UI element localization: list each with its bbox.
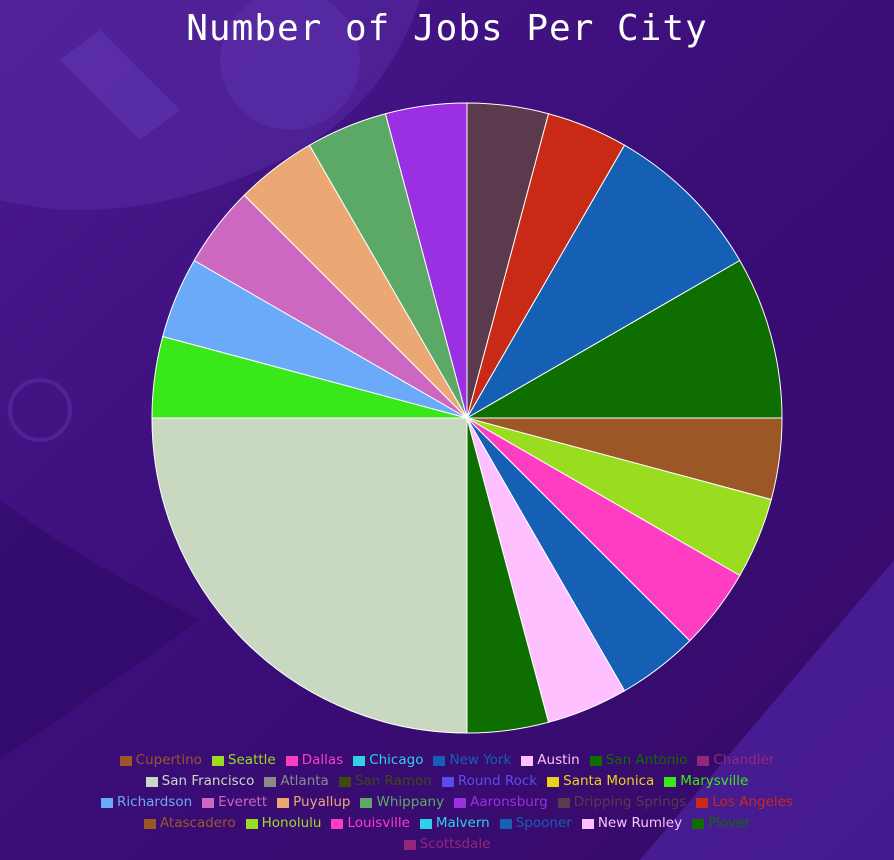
legend-label: Seattle [227, 752, 276, 768]
legend-item-los-angeles[interactable]: Los Angeles [696, 794, 793, 811]
legend-item-whippany[interactable]: Whippany [360, 794, 444, 811]
legend-item-louisville[interactable]: Louisville [331, 815, 410, 832]
legend-item-dripping-springs[interactable]: Dripping Springs [557, 794, 687, 811]
legend-swatch [521, 755, 534, 766]
legend-item-seattle[interactable]: Seattle [211, 752, 276, 769]
legend-label: Louisville [347, 815, 410, 831]
legend-label: Whippany [376, 794, 445, 810]
legend-label: Aaronsburg [470, 794, 548, 810]
legend-label: Dripping Springs [573, 794, 687, 810]
legend-swatch [211, 755, 224, 766]
legend-swatch [441, 776, 454, 787]
legend-label: Chandler [713, 752, 775, 768]
legend-item-austin[interactable]: Austin [521, 752, 580, 769]
legend-swatch [360, 797, 373, 808]
legend-item-richardson[interactable]: Richardson [101, 794, 192, 811]
legend-swatch [338, 776, 351, 787]
legend-label: Scottsdale [419, 836, 491, 852]
legend-swatch [589, 755, 602, 766]
legend-swatch [245, 818, 258, 829]
legend-swatch [419, 818, 432, 829]
legend-item-new-rumley[interactable]: New Rumley [581, 815, 683, 832]
legend-item-dallas[interactable]: Dallas [285, 752, 344, 769]
legend-swatch [143, 818, 156, 829]
legend-item-santa-monica[interactable]: Santa Monica [547, 773, 654, 790]
legend-swatch [433, 755, 446, 766]
legend-label: San Antonio [605, 752, 688, 768]
legend-label: Round Rock [457, 773, 538, 789]
legend-item-plover[interactable]: Plover [692, 815, 750, 832]
legend-label: Richardson [117, 794, 193, 810]
legend-swatch [581, 818, 594, 829]
pie-slice-plover[interactable] [465, 259, 783, 419]
legend-swatch [285, 755, 298, 766]
legend-item-atlanta[interactable]: Atlanta [264, 773, 329, 790]
legend-item-san-francisco[interactable]: San Francisco [145, 773, 255, 790]
legend-item-chandler[interactable]: Chandler [697, 752, 774, 769]
legend-label: Puyallup [293, 794, 351, 810]
legend-swatch [202, 797, 215, 808]
legend-label: Atlanta [280, 773, 329, 789]
legend-label: Dallas [301, 752, 344, 768]
legend-label: Santa Monica [563, 773, 655, 789]
legend-item-scottsdale[interactable]: Scottsdale [403, 836, 491, 853]
pie-slice-spooner[interactable] [465, 144, 741, 420]
legend-swatch [119, 755, 132, 766]
chart-legend: Cupertino Seattle Dallas Chicago New York Aus… [100, 752, 794, 853]
legend-label: Austin [537, 752, 580, 768]
legend-swatch [403, 839, 416, 850]
legend-swatch [692, 818, 705, 829]
legend-label: Los Angeles [712, 794, 793, 810]
legend-label: Honolulu [261, 815, 322, 831]
legend-swatch [696, 797, 709, 808]
legend-swatch [331, 818, 344, 829]
legend-label: San Francisco [161, 773, 255, 789]
legend-label: New Rumley [597, 815, 683, 831]
pie-slices [151, 102, 783, 734]
legend-item-spooner[interactable]: Spooner [499, 815, 572, 832]
legend-label: Marysville [680, 773, 749, 789]
legend-label: Cupertino [135, 752, 202, 768]
legend-item-round-rock[interactable]: Round Rock [441, 773, 538, 790]
legend-label: Malvern [435, 815, 490, 831]
legend-item-atascadero[interactable]: Atascadero [143, 815, 236, 832]
legend-swatch [557, 797, 570, 808]
legend-item-aaronsburg[interactable]: Aaronsburg [454, 794, 548, 811]
legend-swatch [101, 797, 114, 808]
legend-item-puyallup[interactable]: Puyallup [277, 794, 350, 811]
legend-swatch [547, 776, 560, 787]
legend-swatch [664, 776, 677, 787]
legend-item-new-york[interactable]: New York [433, 752, 511, 769]
legend-swatch [454, 797, 467, 808]
legend-item-san-antonio[interactable]: San Antonio [589, 752, 688, 769]
legend-item-cupertino[interactable]: Cupertino [119, 752, 202, 769]
legend-item-everett[interactable]: Everett [202, 794, 267, 811]
chart-title: Number of Jobs Per City [186, 8, 708, 49]
legend-label: New York [449, 752, 512, 768]
legend-swatch [353, 755, 366, 766]
legend-label: San Ramon [354, 773, 432, 789]
legend-swatch [697, 755, 710, 766]
legend-item-malvern[interactable]: Malvern [419, 815, 490, 832]
legend-label: Atascadero [159, 815, 236, 831]
legend-label: Chicago [369, 752, 424, 768]
legend-item-marysville[interactable]: Marysville [664, 773, 748, 790]
legend-swatch [264, 776, 277, 787]
legend-swatch [277, 797, 290, 808]
legend-label: Everett [218, 794, 268, 810]
legend-swatch [499, 818, 512, 829]
legend-item-chicago[interactable]: Chicago [353, 752, 423, 769]
legend-label: Spooner [515, 815, 572, 831]
legend-item-san-ramon[interactable]: San Ramon [338, 773, 432, 790]
legend-swatch [145, 776, 158, 787]
legend-item-honolulu[interactable]: Honolulu [245, 815, 322, 832]
legend-label: Plover [708, 815, 751, 831]
pie-slice-san-francisco[interactable] [151, 417, 468, 734]
